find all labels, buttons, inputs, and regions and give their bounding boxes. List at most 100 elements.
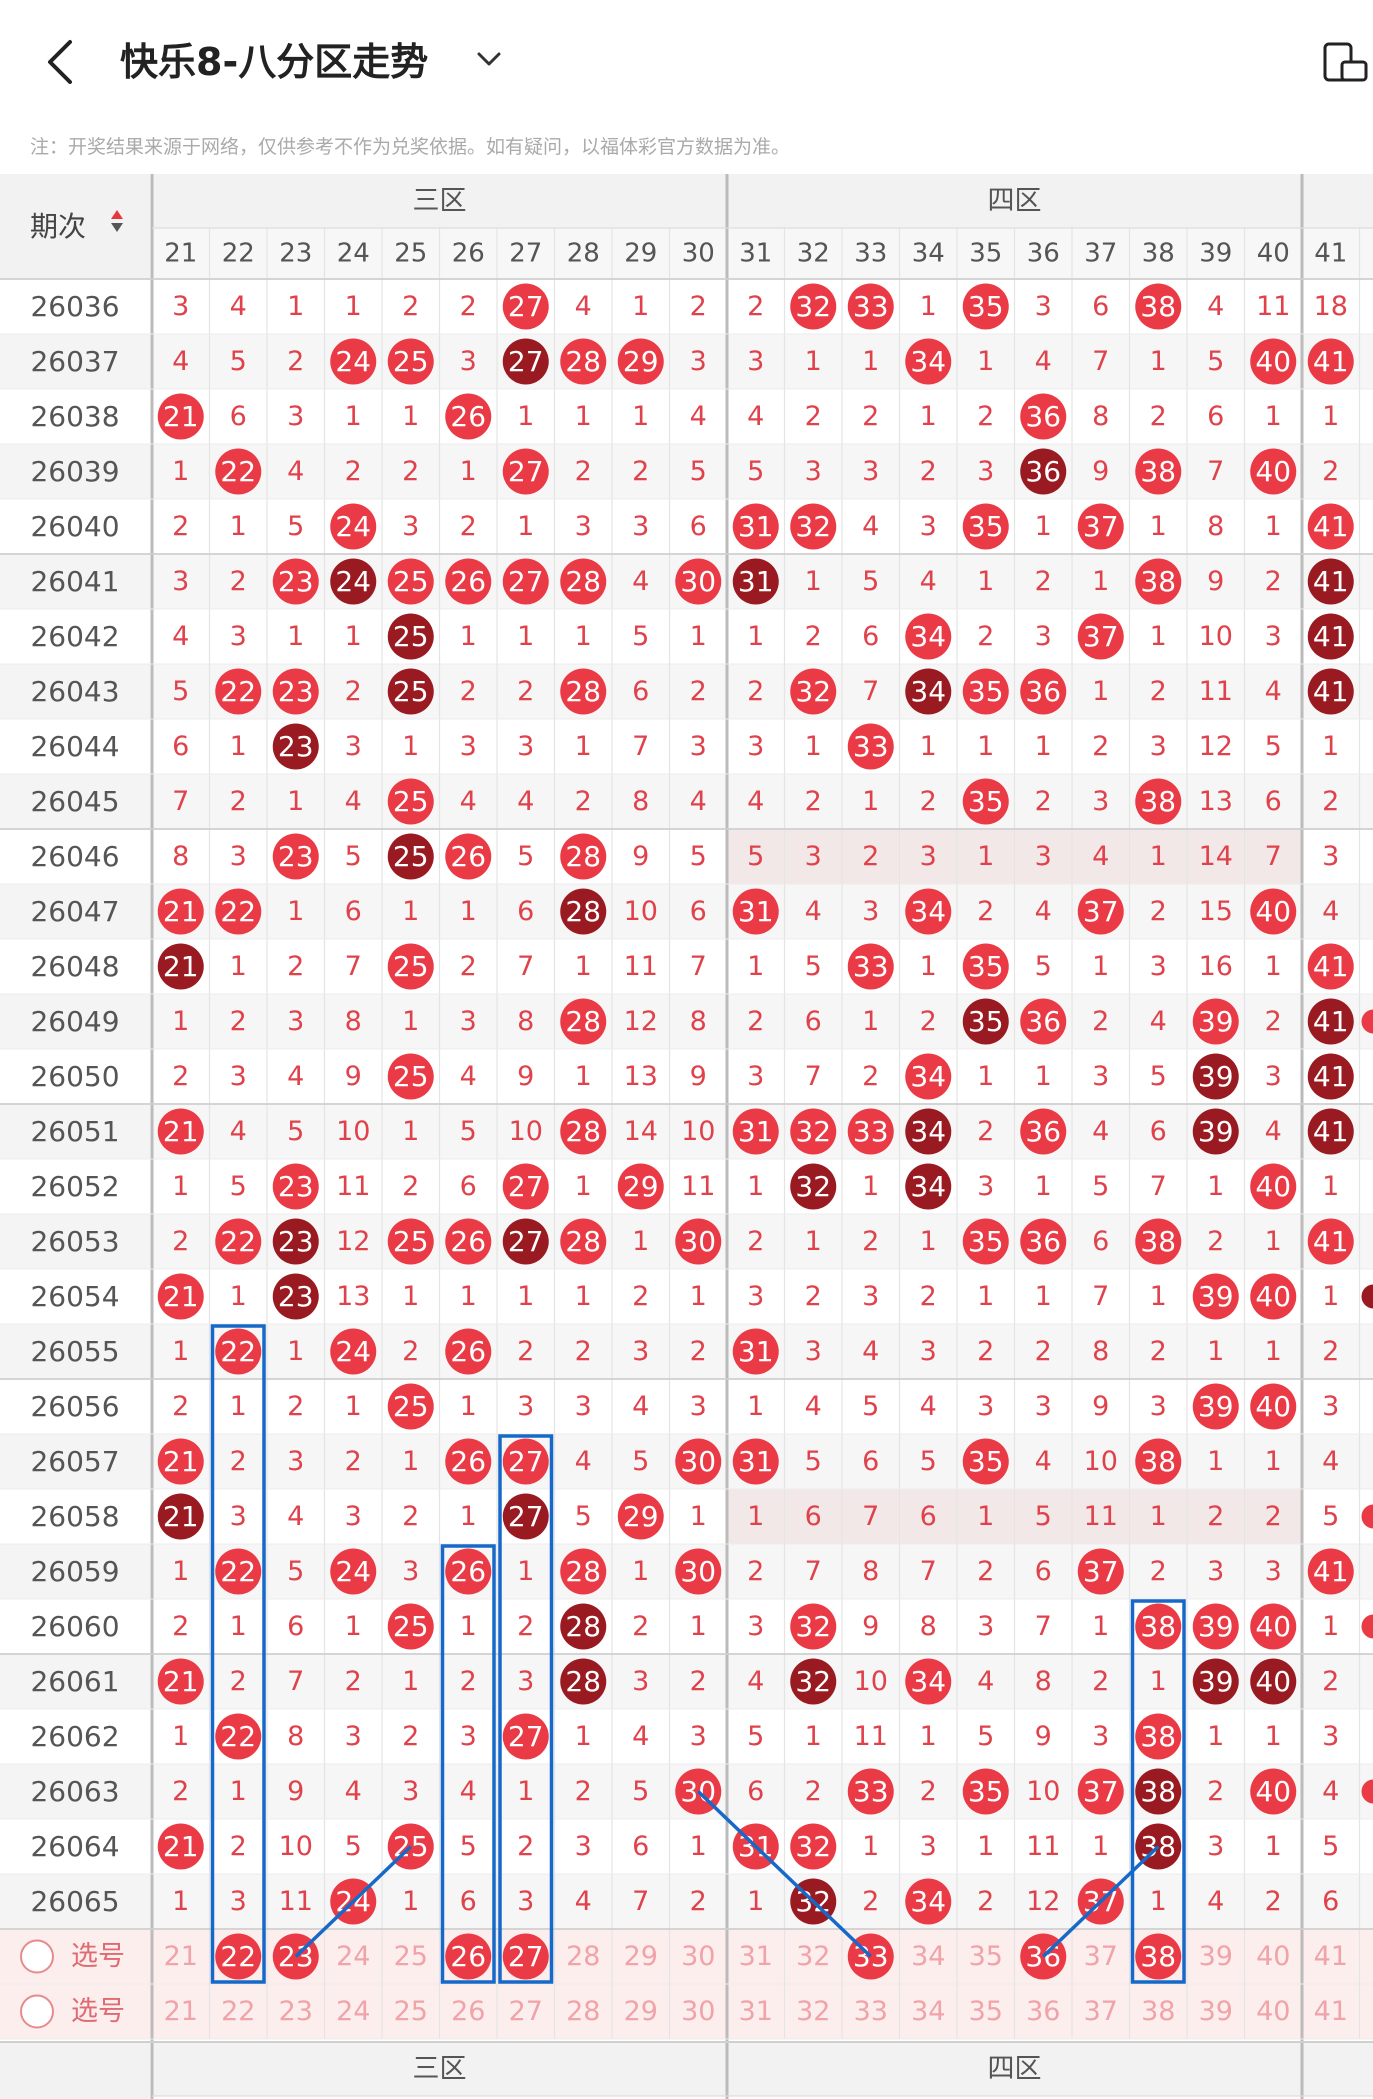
miss-count: 4 [575, 1446, 592, 1477]
selectable-number[interactable]: 21 [164, 1996, 198, 2027]
miss-count: 4 [287, 1501, 304, 1532]
selectable-number[interactable]: 34 [911, 1996, 945, 2027]
drawn-number: 34 [910, 1115, 946, 1148]
selectable-number[interactable]: 22 [221, 1996, 255, 2027]
drawn-number-ball [847, 1108, 894, 1155]
selectable-number[interactable]: 40 [1256, 1996, 1290, 2027]
selectable-number[interactable]: 28 [566, 1996, 600, 2027]
selected-number[interactable]: 26 [450, 1940, 486, 1973]
selectable-number[interactable]: 26 [451, 1996, 485, 2027]
miss-count: 6 [1265, 786, 1282, 817]
selectable-number[interactable]: 41 [1314, 1941, 1348, 1972]
miss-count: 2 [920, 786, 937, 817]
selectable-number[interactable]: 38 [1141, 1996, 1175, 2027]
selectable-number[interactable]: 27 [509, 1996, 543, 2027]
drawn-number: 27 [508, 1445, 544, 1478]
back-arrow-icon[interactable] [40, 30, 84, 94]
page-title[interactable]: 快乐8-八分区走势 [120, 40, 429, 84]
selectable-number[interactable]: 40 [1256, 1941, 1290, 1972]
miss-count: 7 [920, 1556, 937, 1587]
selectable-number[interactable]: 29 [624, 1996, 658, 2027]
select-radio-icon[interactable] [20, 1939, 54, 1974]
selectable-number[interactable]: 39 [1199, 1996, 1233, 2027]
selectable-number[interactable]: 24 [336, 1996, 370, 2027]
selectable-number[interactable]: 36 [1026, 1996, 1060, 2027]
drawn-number-ball [387, 558, 434, 605]
drawn-number-ball [157, 1823, 204, 1870]
drawn-number: 21 [163, 950, 199, 983]
selectable-number[interactable]: 37 [1084, 1996, 1118, 2027]
miss-count: 8 [287, 1721, 304, 1752]
selectable-number[interactable]: 23 [279, 1996, 313, 2027]
miss-count: 2 [575, 1776, 592, 1807]
drawn-number: 28 [565, 1555, 601, 1588]
miss-count: 4 [1092, 1116, 1109, 1147]
selected-number-ball[interactable] [1135, 1933, 1182, 1980]
miss-count: 4 [517, 786, 534, 817]
miss-count: 10 [854, 1666, 888, 1697]
drawn-number-ball [962, 1438, 1009, 1485]
miss-count: 2 [460, 951, 477, 982]
chevron-down-icon[interactable] [474, 44, 504, 74]
drawn-number: 23 [278, 675, 314, 708]
selectable-number[interactable]: 33 [854, 1996, 888, 2027]
miss-count: 1 [402, 1446, 419, 1477]
drawn-number: 40 [1255, 1170, 1291, 1203]
miss-count: 2 [920, 1281, 937, 1312]
column-header-number: 24 [337, 239, 370, 269]
selectable-number[interactable]: 24 [336, 1941, 370, 1972]
miss-count: 12 [1026, 1886, 1060, 1917]
period-number: 26055 [30, 1335, 119, 1368]
selected-number[interactable]: 38 [1140, 1940, 1176, 1973]
selectable-number[interactable]: 35 [969, 1996, 1003, 2027]
selected-number-ball[interactable] [215, 1933, 262, 1980]
miss-count: 4 [345, 1776, 362, 1807]
drawn-number-ball [1250, 1383, 1297, 1430]
selected-number-ball[interactable] [445, 1933, 492, 1980]
drawn-number: 26 [450, 840, 486, 873]
drawn-number-ball [445, 558, 492, 605]
miss-count: 4 [230, 1116, 247, 1147]
selected-number[interactable]: 27 [508, 1940, 544, 1973]
selectable-number[interactable]: 25 [394, 1941, 428, 1972]
selectable-number[interactable]: 34 [911, 1941, 945, 1972]
miss-count: 7 [632, 1886, 649, 1917]
selection-row-bg [0, 1984, 1373, 2039]
selectable-number[interactable]: 31 [739, 1996, 773, 2027]
selectable-number[interactable]: 28 [566, 1941, 600, 1972]
trend-table[interactable]: 期次 三区 三区 四区 四区 21 22 23 24 25 26 27 28 29 30 31 32 33 34 35… [0, 174, 1373, 2099]
sort-up-icon[interactable] [111, 210, 123, 219]
miss-count: 3 [1322, 1391, 1339, 1422]
miss-count: 4 [1092, 841, 1109, 872]
drawn-number: 34 [910, 895, 946, 928]
selectable-number[interactable]: 21 [164, 1941, 198, 1972]
selectable-number[interactable]: 41 [1314, 1996, 1348, 2027]
drawn-number: 22 [220, 1555, 256, 1588]
selectable-number[interactable]: 31 [739, 1941, 773, 1972]
selectable-number[interactable]: 37 [1084, 1941, 1118, 1972]
selectable-number[interactable]: 35 [969, 1941, 1003, 1972]
selected-number-ball[interactable] [502, 1933, 549, 1980]
select-radio-icon[interactable] [20, 1994, 54, 2029]
selectable-number[interactable]: 29 [624, 1941, 658, 1972]
device-rotate-icon[interactable] [1320, 40, 1370, 84]
miss-count: 2 [172, 1061, 189, 1092]
miss-count: 1 [632, 401, 649, 432]
drawn-number: 22 [220, 1335, 256, 1368]
period-number: 26050 [30, 1060, 119, 1093]
selectable-number[interactable]: 39 [1199, 1941, 1233, 1972]
sort-down-icon[interactable] [111, 223, 123, 232]
selectable-number[interactable]: 32 [796, 1941, 830, 1972]
selectable-number[interactable]: 30 [681, 1996, 715, 2027]
selectable-number[interactable]: 30 [681, 1941, 715, 1972]
drawn-number: 41 [1313, 345, 1349, 378]
selectable-number[interactable]: 25 [394, 1996, 428, 2027]
miss-count: 2 [402, 1721, 419, 1752]
selectable-number[interactable]: 32 [796, 1996, 830, 2027]
drawn-number-ball [675, 1438, 722, 1485]
drawn-number: 30 [680, 1225, 716, 1258]
drawn-number: 40 [1255, 1280, 1291, 1313]
selected-number[interactable]: 22 [220, 1940, 256, 1973]
period-header-label[interactable]: 期次 [30, 210, 86, 243]
miss-count: 2 [747, 1556, 764, 1587]
